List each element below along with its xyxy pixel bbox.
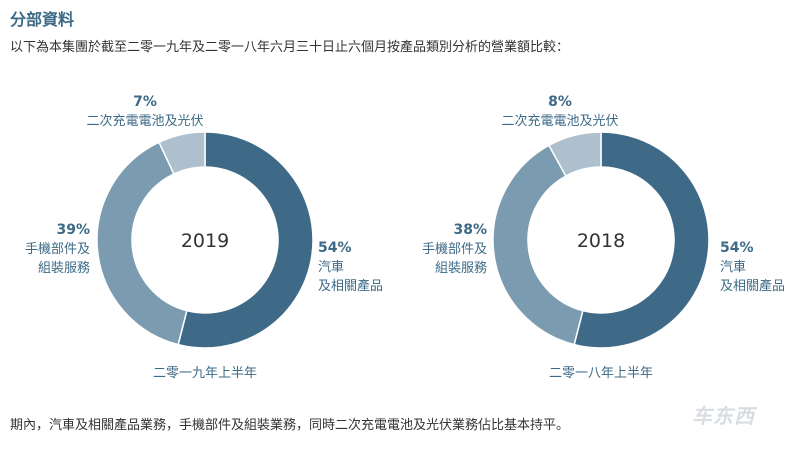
center-year-label: 2019 [181,230,229,252]
watermark-logo: 车东西 [692,404,755,428]
pct-label-handset: 39% [56,222,90,238]
pct-label-handset: 38% [453,222,487,238]
category-label-auto: 汽車 [318,260,344,275]
intro-text: 以下為本集團於截至二零一九年及二零一八年六月三十日止六個月按產品類別分析的營業額… [10,40,570,55]
slice-auto [573,131,710,349]
slice-auto [177,131,314,349]
slice-handset [96,141,188,346]
slice-handset [492,144,584,346]
category-label-handset: 組裝服務 [435,261,487,276]
category-label-battery: 二次充電電池及光伏 [501,113,618,129]
pct-label-auto: 54% [318,240,352,256]
category-label-handset: 手機部件及 [25,242,90,257]
slice-battery [547,131,602,178]
category-label-auto: 汽車 [720,260,746,275]
category-label-auto: 及相關產品 [318,278,383,294]
category-label-handset: 手機部件及 [422,242,487,257]
section-heading: 分部資料 [10,10,75,29]
center-year-label: 2018 [577,230,625,252]
chart-caption: 二零一八年上半年 [549,366,653,381]
chart-caption: 二零一九年上半年 [153,366,257,381]
category-label-battery: 二次充電電池及光伏 [86,113,203,129]
pct-label-auto: 54% [720,240,754,256]
footer-text: 期內，汽車及相關產品業務，手機部件及組裝業務，同時二次充電電池及光伏業務佔比基本… [10,418,570,433]
pct-label-battery: 7% [133,94,157,110]
category-label-auto: 及相關產品 [720,278,785,294]
slice-battery [158,131,206,175]
category-label-handset: 組裝服務 [38,261,90,276]
pct-label-battery: 8% [548,94,572,110]
